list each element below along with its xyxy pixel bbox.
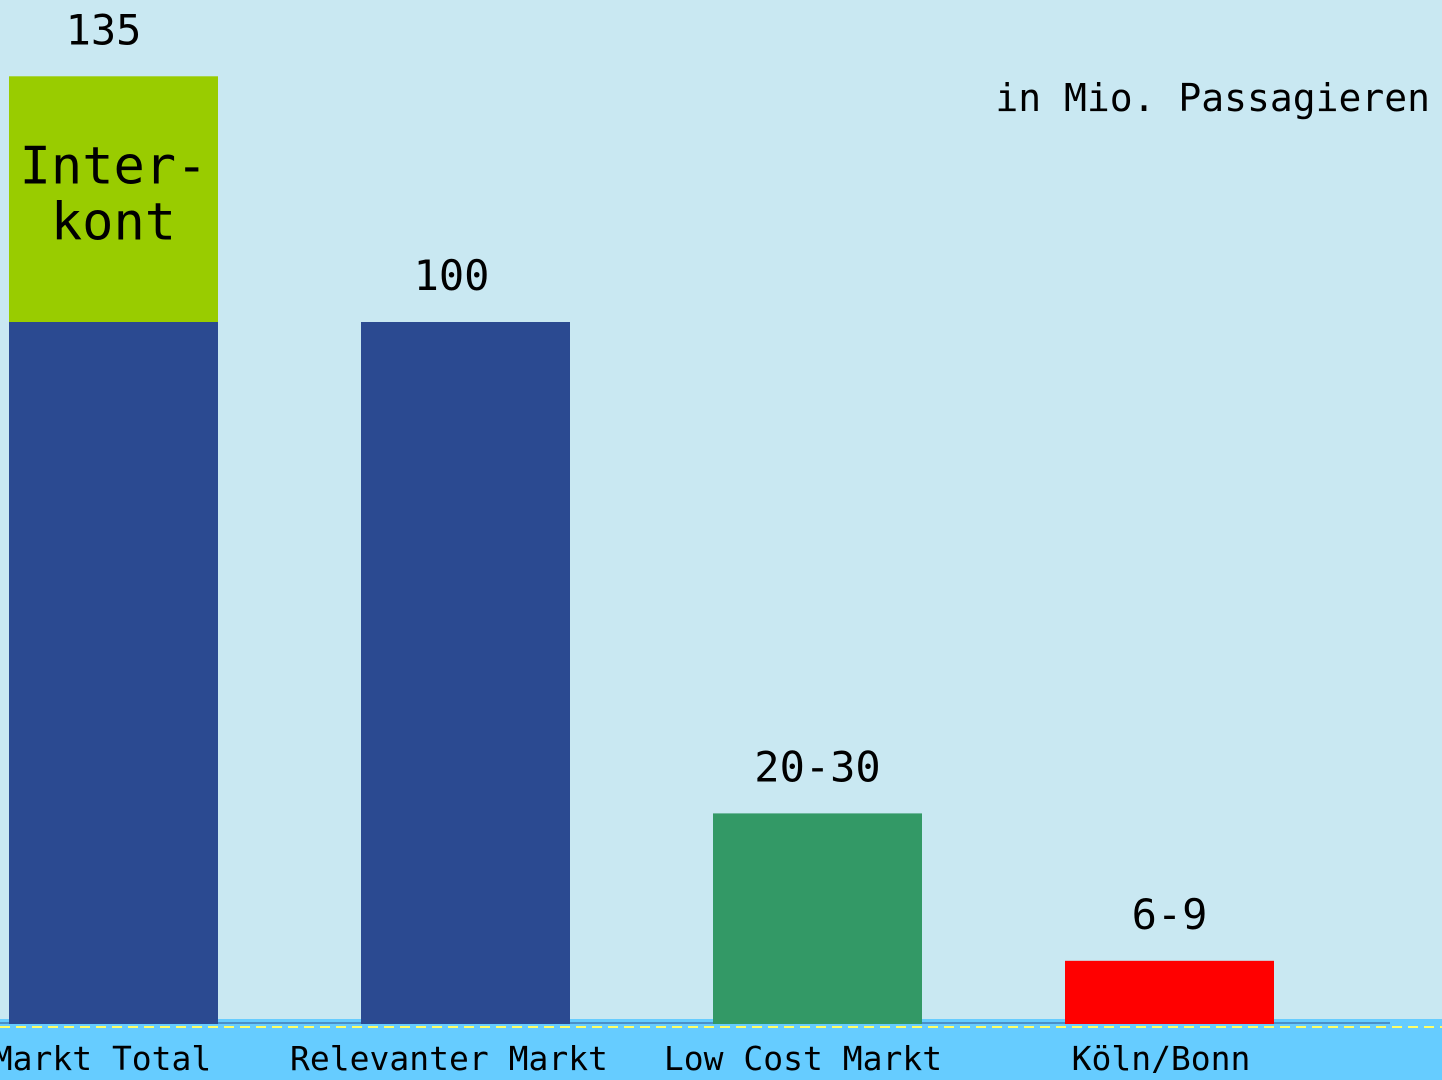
value-label-1: 100 <box>414 251 490 300</box>
bar-segment-interkont <box>9 76 218 322</box>
unit-label: in Mio. Passagieren <box>995 76 1430 120</box>
x-axis-band <box>0 1019 1442 1080</box>
category-label-0: Markt Total <box>0 1039 211 1078</box>
category-label-1: Relevanter Markt <box>290 1039 608 1078</box>
category-label-3: Köln/Bonn <box>1072 1039 1251 1078</box>
category-label-2: Low Cost Markt <box>664 1039 942 1078</box>
bar-2 <box>713 813 922 1024</box>
value-label-3: 6-9 <box>1132 890 1208 939</box>
value-label-0: 135 <box>66 5 142 54</box>
segment-label-line-0: Inter- <box>20 136 208 196</box>
bar-3 <box>1065 960 1274 1024</box>
bar-0 <box>9 322 218 1024</box>
segment-label-line-1: kont <box>51 192 176 252</box>
value-label-2: 20-30 <box>754 742 880 791</box>
bar-1 <box>361 322 570 1024</box>
